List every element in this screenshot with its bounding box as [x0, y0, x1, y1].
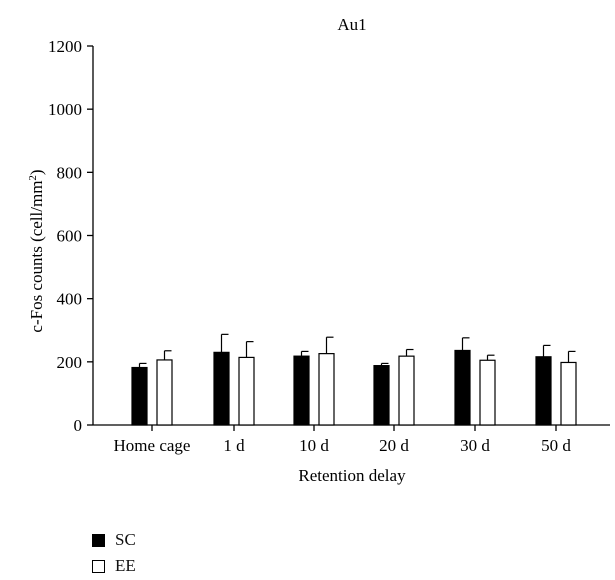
x-tick-label: 20 d: [379, 436, 409, 455]
bar-sc: [535, 356, 552, 426]
x-tick-label: 50 d: [541, 436, 571, 455]
y-tick-label: 1000: [48, 100, 82, 119]
y-axis: 0 200 400 600 800 1000 1200: [48, 37, 94, 435]
x-tick-label: 30 d: [460, 436, 490, 455]
y-axis-label-main: c-Fos counts (cell/mm: [27, 181, 46, 333]
y-tick-label: 400: [57, 290, 83, 309]
y-tick-label: 0: [74, 416, 83, 435]
y-tick-label: 200: [57, 353, 83, 372]
bar-ee: [156, 359, 173, 426]
bar-ee: [318, 353, 335, 426]
legend-swatch-sc: [92, 533, 105, 547]
y-axis-label-end: ): [27, 169, 46, 175]
y-axis-label-sup: 2: [27, 175, 39, 181]
bar-sc: [293, 355, 310, 426]
bar-sc: [373, 365, 390, 426]
bar-ee: [398, 355, 415, 426]
bar-sc: [131, 366, 148, 426]
bar-sc: [454, 349, 471, 426]
legend-item-ee: EE: [92, 556, 136, 576]
bar-sc: [213, 351, 230, 426]
legend-label-ee: EE: [115, 556, 136, 575]
x-tick-label: 10 d: [299, 436, 329, 455]
y-tick-label: 1200: [48, 37, 82, 56]
y-axis-label: c-Fos counts (cell/mm2): [27, 169, 46, 332]
bar-ee: [479, 359, 496, 426]
x-tick-label: Home cage: [114, 436, 191, 455]
legend-label-sc: SC: [115, 530, 136, 549]
chart-title: Au1: [337, 15, 366, 34]
y-tick-label: 600: [57, 227, 83, 246]
y-tick-label: 800: [57, 163, 83, 182]
x-tick-label: 1 d: [223, 436, 245, 455]
bar-chart: Au1 0 200 400 600 800 1000 1200 Home cage 1 d 10…: [27, 15, 610, 485]
bars: [131, 333, 577, 426]
x-axis: Home cage 1 d 10 d 20 d 30 d 50 d: [93, 424, 610, 455]
legend: SC EE: [92, 530, 136, 576]
bar-ee: [560, 361, 577, 426]
bar-ee: [238, 356, 255, 426]
legend-swatch-ee: [92, 559, 105, 573]
legend-item-sc: SC: [92, 530, 136, 550]
x-axis-label: Retention delay: [298, 466, 406, 485]
